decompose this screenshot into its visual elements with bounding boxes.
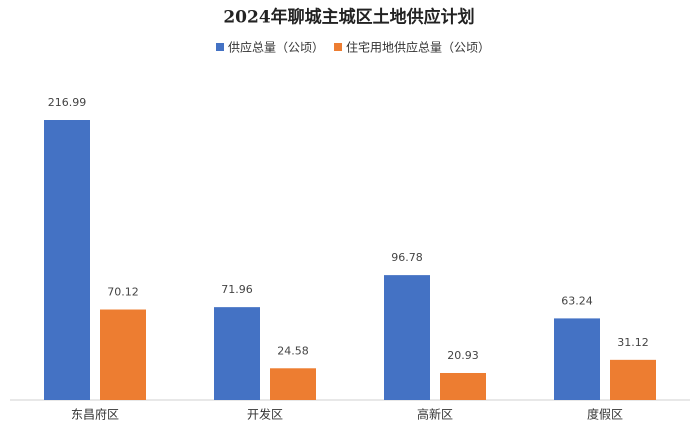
bar: [384, 275, 430, 400]
value-label: 20.93: [447, 349, 479, 362]
legend-swatch: [216, 43, 224, 51]
bar: [214, 307, 260, 400]
x-tick-label: 东昌府区: [71, 407, 119, 422]
bar: [44, 120, 90, 400]
bar: [610, 359, 656, 400]
value-label: 216.99: [48, 96, 87, 109]
legend-swatch: [334, 43, 343, 51]
x-tick-label: 开发区: [247, 407, 283, 422]
bar: [100, 309, 146, 400]
value-label: 71.96: [221, 283, 253, 296]
x-tick-label: 高新区: [417, 407, 453, 422]
chart-title: 2024年聊城主城区土地供应计划: [223, 7, 474, 28]
bar: [440, 372, 486, 400]
value-label: 31.12: [617, 336, 649, 349]
legend-label: 供应总量（公顷）: [228, 40, 324, 55]
legend-label: 住宅用地供应总量（公顷）: [346, 40, 490, 55]
x-tick-label: 度假区: [587, 407, 623, 422]
value-label: 70.12: [107, 286, 139, 299]
value-label: 96.78: [391, 251, 423, 264]
bar: [270, 368, 316, 400]
value-label: 63.24: [561, 294, 593, 307]
value-label: 24.58: [277, 344, 309, 357]
bar: [554, 318, 600, 400]
